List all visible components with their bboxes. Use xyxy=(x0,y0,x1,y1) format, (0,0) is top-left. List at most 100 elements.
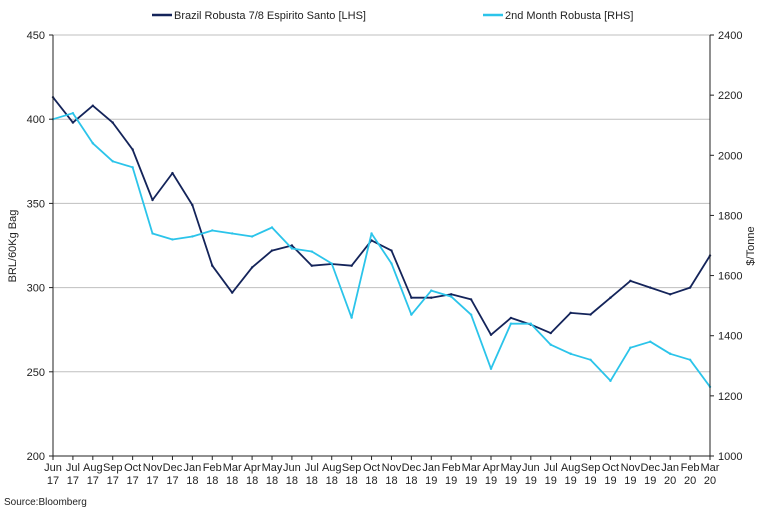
series-1-point-17 xyxy=(390,249,393,252)
x-tick-month-10: Apr xyxy=(244,462,261,474)
right-tick-label-4: 1800 xyxy=(718,210,742,222)
x-tick-month-12: Jun xyxy=(283,462,301,474)
series-line-2 xyxy=(52,112,711,388)
series-1-point-12 xyxy=(290,244,294,247)
legend: Brazil Robusta 7/8 Espirito Santo [LHS] … xyxy=(152,10,633,22)
series-1-point-2 xyxy=(91,104,95,107)
x-tick-month-21: Mar xyxy=(462,462,481,474)
left-tick-label-3: 350 xyxy=(27,198,45,210)
right-tick-label-2: 1400 xyxy=(718,331,742,343)
series-1-point-6 xyxy=(171,171,174,175)
series-2-point-9 xyxy=(230,232,234,235)
series-2-point-32 xyxy=(688,358,692,361)
series-2-point-23 xyxy=(509,322,513,325)
series-2-point-3 xyxy=(111,160,114,163)
x-tick-year-24: 19 xyxy=(525,475,537,487)
x-tick-month-26: Aug xyxy=(561,462,581,474)
series-1-point-23 xyxy=(509,316,513,320)
left-tick-label-1: 250 xyxy=(27,367,45,379)
x-tick-year-4: 17 xyxy=(127,475,139,487)
series-1-point-20 xyxy=(449,293,453,296)
series-2-point-25 xyxy=(549,343,552,346)
x-tick-year-9: 18 xyxy=(226,475,238,487)
axes xyxy=(52,35,711,457)
series-2-point-7 xyxy=(191,235,194,238)
series-2-point-18 xyxy=(410,313,413,316)
series-1-point-29 xyxy=(629,279,632,283)
x-tick-month-23: May xyxy=(501,462,522,474)
x-tick-month-30: Dec xyxy=(640,462,660,474)
series-2-point-4 xyxy=(131,166,134,169)
series-1-point-27 xyxy=(589,313,592,316)
x-tick-month-25: Jul xyxy=(544,462,558,474)
x-tick-year-18: 18 xyxy=(405,475,417,487)
legend-label-series-1: Brazil Robusta 7/8 Espirito Santo [LHS] xyxy=(174,10,366,22)
series-1-point-7 xyxy=(191,203,194,207)
left-axis-ticks: 200 250 300 350 400 450 xyxy=(27,30,53,463)
series-2-point-20 xyxy=(449,295,453,298)
series-1-point-13 xyxy=(310,264,314,267)
series-1-point-31 xyxy=(668,293,672,296)
series-2-point-11 xyxy=(270,226,274,229)
series-2-point-17 xyxy=(390,262,393,265)
series-1-point-22 xyxy=(489,333,493,336)
right-tick-label-0: 1000 xyxy=(718,451,742,463)
x-tick-month-5: Nov xyxy=(143,462,163,474)
x-tick-month-3: Sep xyxy=(103,462,123,474)
x-tick-year-11: 18 xyxy=(266,475,278,487)
left-tick-label-4: 400 xyxy=(27,114,45,126)
series-2-point-1 xyxy=(71,111,75,115)
x-tick-month-1: Jul xyxy=(66,462,80,474)
x-tick-month-24: Jun xyxy=(522,462,540,474)
left-tick-label-0: 200 xyxy=(27,451,45,463)
x-tick-month-29: Nov xyxy=(621,462,641,474)
series-1-point-3 xyxy=(111,121,114,124)
x-tick-year-20: 19 xyxy=(445,475,457,487)
x-tick-month-33: Mar xyxy=(701,462,720,474)
x-tick-month-20: Feb xyxy=(442,462,461,474)
series-2-point-6 xyxy=(171,238,174,241)
series-1-point-21 xyxy=(469,298,473,301)
x-tick-month-0: Jun xyxy=(44,462,62,474)
x-tick-year-1: 17 xyxy=(67,475,79,487)
x-tick-month-32: Feb xyxy=(681,462,700,474)
series-2-point-10 xyxy=(250,235,254,238)
x-tick-year-13: 18 xyxy=(306,475,318,487)
gridlines xyxy=(53,34,710,373)
x-tick-month-31: Jan xyxy=(661,462,679,474)
x-tick-month-4: Oct xyxy=(124,462,141,474)
x-tick-year-6: 17 xyxy=(166,475,178,487)
series-1-point-1 xyxy=(71,121,75,124)
right-tick-label-7: 2400 xyxy=(718,30,742,42)
x-tick-year-30: 19 xyxy=(644,475,656,487)
legend-label-series-2: 2nd Month Robusta [RHS] xyxy=(505,10,633,22)
series-2-point-26 xyxy=(569,352,572,355)
series-1-point-9 xyxy=(230,291,234,294)
series-2-point-27 xyxy=(589,358,592,361)
x-tick-year-2: 17 xyxy=(87,475,99,487)
right-axis-title: $/Tonne xyxy=(745,226,757,265)
source-note: Source:Bloomberg xyxy=(4,497,87,508)
series-1-point-16 xyxy=(370,239,373,242)
right-tick-label-6: 2200 xyxy=(718,90,742,102)
x-tick-month-13: Jul xyxy=(305,462,319,474)
series-1-point-32 xyxy=(688,286,692,289)
right-tick-label-5: 2000 xyxy=(718,150,742,162)
x-tick-year-16: 18 xyxy=(365,475,377,487)
series-1-point-28 xyxy=(609,296,612,299)
series-2-point-19 xyxy=(430,289,433,292)
series-1-point-4 xyxy=(131,148,134,151)
series-1-point-11 xyxy=(270,249,274,252)
x-tick-month-22: Apr xyxy=(482,462,499,474)
x-tick-year-3: 17 xyxy=(107,475,119,487)
left-axis-title: BRL/60Kg Bag xyxy=(7,210,19,283)
x-tick-month-15: Sep xyxy=(342,462,362,474)
series-1-point-18 xyxy=(410,296,413,299)
series-1-point-30 xyxy=(649,286,652,289)
x-tick-year-29: 19 xyxy=(624,475,636,487)
series-1-point-10 xyxy=(250,266,254,269)
x-tick-month-11: May xyxy=(262,462,283,474)
x-tick-year-10: 18 xyxy=(246,475,258,487)
right-tick-label-3: 1600 xyxy=(718,271,742,283)
